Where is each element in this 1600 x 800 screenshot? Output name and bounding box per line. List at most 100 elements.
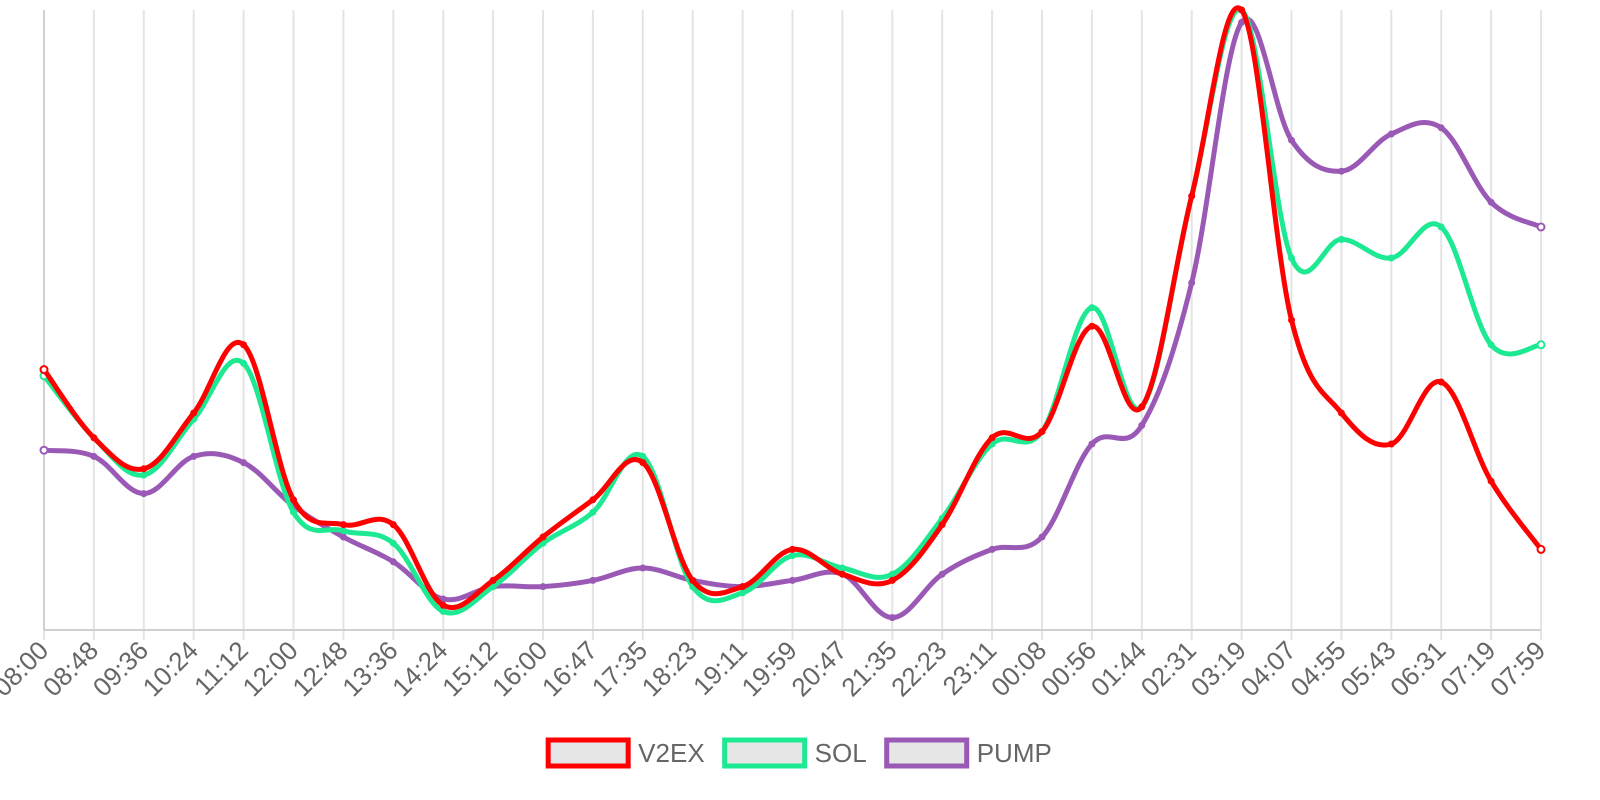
legend-label-v2ex[interactable]: V2EX — [638, 738, 705, 768]
data-point-pump — [190, 452, 198, 460]
x-tick-label: 08:48 — [37, 635, 104, 702]
data-point-v2ex — [290, 496, 297, 504]
x-tick-label: 02:31 — [1135, 635, 1202, 702]
data-point-pump — [1138, 421, 1146, 429]
x-tick-label: 04:55 — [1284, 635, 1351, 702]
data-point-v2ex — [739, 583, 747, 591]
data-point-v2ex — [1487, 477, 1495, 485]
data-point-pump — [589, 576, 597, 584]
data-point-v2ex — [1238, 6, 1246, 14]
data-point-sol — [290, 508, 297, 516]
x-tick-label: 16:47 — [536, 635, 603, 702]
data-point-pump — [1337, 167, 1345, 175]
data-point-v2ex — [639, 459, 647, 467]
data-point-pump — [90, 452, 98, 460]
data-point-sol — [389, 539, 397, 547]
data-point-pump — [1088, 440, 1096, 448]
x-tick-label: 05:43 — [1334, 635, 1401, 702]
data-point-sol — [1536, 340, 1546, 350]
data-point-pump — [1038, 533, 1046, 541]
data-point-v2ex — [1337, 409, 1345, 417]
data-point-pump — [39, 445, 49, 455]
data-point-v2ex — [539, 533, 547, 541]
x-tick-label: 00:56 — [1035, 635, 1102, 702]
data-point-pump — [1288, 136, 1295, 144]
x-tick-labels: 08:0008:4809:3610:2411:1212:0012:4813:36… — [0, 635, 1551, 702]
data-point-v2ex — [1138, 403, 1146, 411]
data-point-pump — [140, 490, 148, 498]
data-point-v2ex — [1038, 428, 1046, 436]
data-point-sol — [240, 359, 248, 367]
x-tick-label: 19:59 — [736, 635, 803, 702]
data-point-v2ex — [888, 576, 896, 584]
data-point-sol — [339, 527, 347, 535]
data-point-pump — [1437, 124, 1445, 132]
data-point-pump — [639, 564, 647, 572]
x-tick-label: 17:35 — [586, 635, 653, 702]
data-point-pump — [888, 614, 896, 622]
data-point-sol — [1337, 235, 1345, 243]
data-point-sol — [1387, 254, 1395, 262]
x-tick-label: 22:23 — [885, 635, 952, 702]
x-tick-label: 18:23 — [636, 635, 703, 702]
data-point-v2ex — [140, 465, 148, 473]
x-tick-label: 14:24 — [386, 635, 453, 702]
data-point-sol — [1088, 304, 1096, 312]
legend-swatch-v2ex[interactable] — [545, 737, 631, 769]
x-tick-label: 10:24 — [137, 635, 204, 702]
legend-label-sol[interactable]: SOL — [815, 738, 867, 768]
x-tick-label: 06:31 — [1384, 635, 1451, 702]
data-point-sol — [439, 607, 447, 615]
data-point-pump — [1387, 130, 1395, 138]
grid — [43, 10, 1542, 640]
series-lines — [39, 5, 1546, 622]
x-tick-label: 16:00 — [486, 635, 553, 702]
data-point-v2ex — [489, 576, 497, 584]
data-point-pump — [240, 459, 248, 467]
data-point-sol — [639, 452, 647, 460]
data-point-v2ex — [1088, 322, 1096, 330]
data-point-pump — [539, 583, 547, 591]
x-tick-label: 00:08 — [985, 635, 1052, 702]
x-tick-label: 08:00 — [0, 635, 54, 702]
x-tick-label: 19:11 — [687, 635, 753, 701]
data-point-pump — [339, 533, 347, 541]
data-point-v2ex — [339, 521, 347, 529]
data-point-v2ex — [1387, 440, 1395, 448]
data-point-sol — [888, 570, 896, 578]
data-point-sol — [1288, 254, 1295, 262]
data-point-sol — [1487, 341, 1495, 349]
legend-swatch-sol[interactable] — [722, 737, 808, 769]
data-point-pump — [938, 570, 946, 578]
data-point-pump — [389, 558, 397, 566]
x-tick-label: 07:19 — [1434, 635, 1501, 702]
data-point-pump — [988, 545, 996, 553]
data-point-v2ex — [190, 409, 198, 417]
legend-swatch-pump[interactable] — [884, 737, 970, 769]
data-point-pump — [1188, 279, 1196, 287]
data-point-sol — [739, 589, 747, 597]
data-point-v2ex — [240, 341, 248, 349]
legend: V2EX SOL PUMP — [545, 737, 1052, 769]
data-point-v2ex — [1288, 316, 1295, 324]
x-tick-label: 13:36 — [336, 635, 403, 702]
data-point-v2ex — [589, 496, 597, 504]
data-point-v2ex — [1536, 544, 1546, 554]
x-tick-label: 11:12 — [188, 635, 254, 701]
data-point-sol — [589, 508, 597, 516]
data-point-sol — [489, 583, 497, 591]
data-point-pump — [1536, 222, 1546, 232]
data-point-v2ex — [689, 576, 697, 584]
legend-label-pump[interactable]: PUMP — [977, 738, 1052, 768]
x-tick-label: 23:11 — [936, 635, 1002, 701]
x-tick-label: 04:07 — [1235, 635, 1302, 702]
data-point-sol — [1437, 223, 1445, 231]
x-tick-label: 03:19 — [1185, 635, 1252, 702]
data-point-sol — [789, 552, 796, 560]
data-point-v2ex — [938, 521, 946, 529]
x-tick-label: 09:36 — [87, 635, 154, 702]
data-point-pump — [1238, 18, 1246, 26]
x-tick-label: 12:48 — [286, 635, 353, 702]
data-point-sol — [140, 471, 148, 479]
